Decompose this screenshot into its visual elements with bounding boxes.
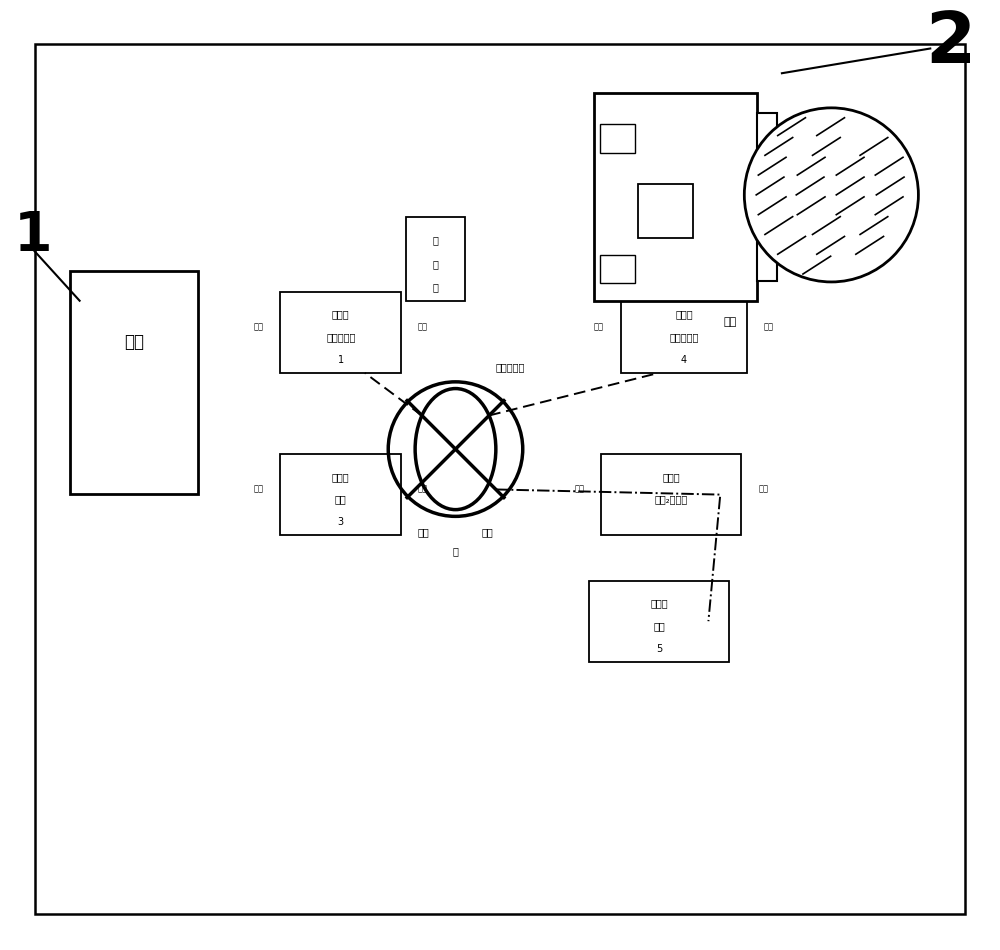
Text: 电磁阀: 电磁阀 — [650, 598, 668, 608]
Text: 瓶: 瓶 — [433, 282, 439, 293]
Text: 器: 器 — [433, 258, 439, 269]
Text: 可调: 可调 — [418, 527, 430, 537]
Bar — [70, 271, 198, 494]
Circle shape — [744, 108, 918, 282]
Text: 3: 3 — [338, 517, 344, 527]
Text: 转速: 转速 — [481, 527, 493, 537]
Text: 进水: 进水 — [335, 494, 347, 504]
Text: 4: 4 — [681, 355, 687, 365]
Text: 电磁阀: 电磁阀 — [662, 472, 680, 482]
Text: 排水₂、排气: 排水₂、排气 — [654, 494, 688, 504]
Bar — [602, 256, 634, 281]
Bar — [406, 217, 465, 301]
Text: 2: 2 — [925, 10, 975, 78]
Bar — [600, 124, 635, 153]
Text: 管头: 管头 — [758, 484, 768, 493]
Text: 波源: 波源 — [723, 317, 737, 328]
Bar — [600, 255, 635, 283]
Bar — [638, 184, 693, 238]
Text: 三通: 三通 — [254, 484, 264, 493]
Text: 水筱: 水筱 — [124, 333, 144, 352]
Text: 三通: 三通 — [418, 322, 428, 331]
Text: 水压传感器: 水压传感器 — [495, 362, 525, 372]
Text: 管头: 管头 — [254, 322, 264, 331]
Text: 电磁阀: 电磁阀 — [332, 310, 350, 319]
Text: 1: 1 — [13, 209, 52, 263]
Text: 5: 5 — [656, 644, 662, 654]
Text: 进水、循环: 进水、循环 — [669, 332, 699, 342]
Text: 管头: 管头 — [764, 322, 774, 331]
Bar — [602, 125, 634, 151]
Bar — [594, 93, 757, 301]
Text: 电磁阀: 电磁阀 — [675, 310, 693, 319]
Bar — [280, 454, 401, 535]
Bar — [589, 580, 729, 662]
Text: 滤: 滤 — [433, 236, 439, 245]
Text: 电磁阀: 电磁阀 — [332, 472, 350, 482]
Bar — [621, 292, 747, 373]
Text: 管头: 管头 — [418, 484, 428, 493]
Text: 三通: 三通 — [574, 484, 584, 493]
Text: 循环: 循环 — [653, 621, 665, 631]
Text: 1: 1 — [338, 355, 344, 365]
Text: 泵: 泵 — [453, 546, 458, 556]
Bar — [757, 113, 777, 281]
Bar — [280, 292, 401, 373]
Bar — [601, 454, 741, 535]
Text: 管头: 管头 — [594, 322, 604, 331]
Text: 排水、排气: 排水、排气 — [326, 332, 355, 342]
